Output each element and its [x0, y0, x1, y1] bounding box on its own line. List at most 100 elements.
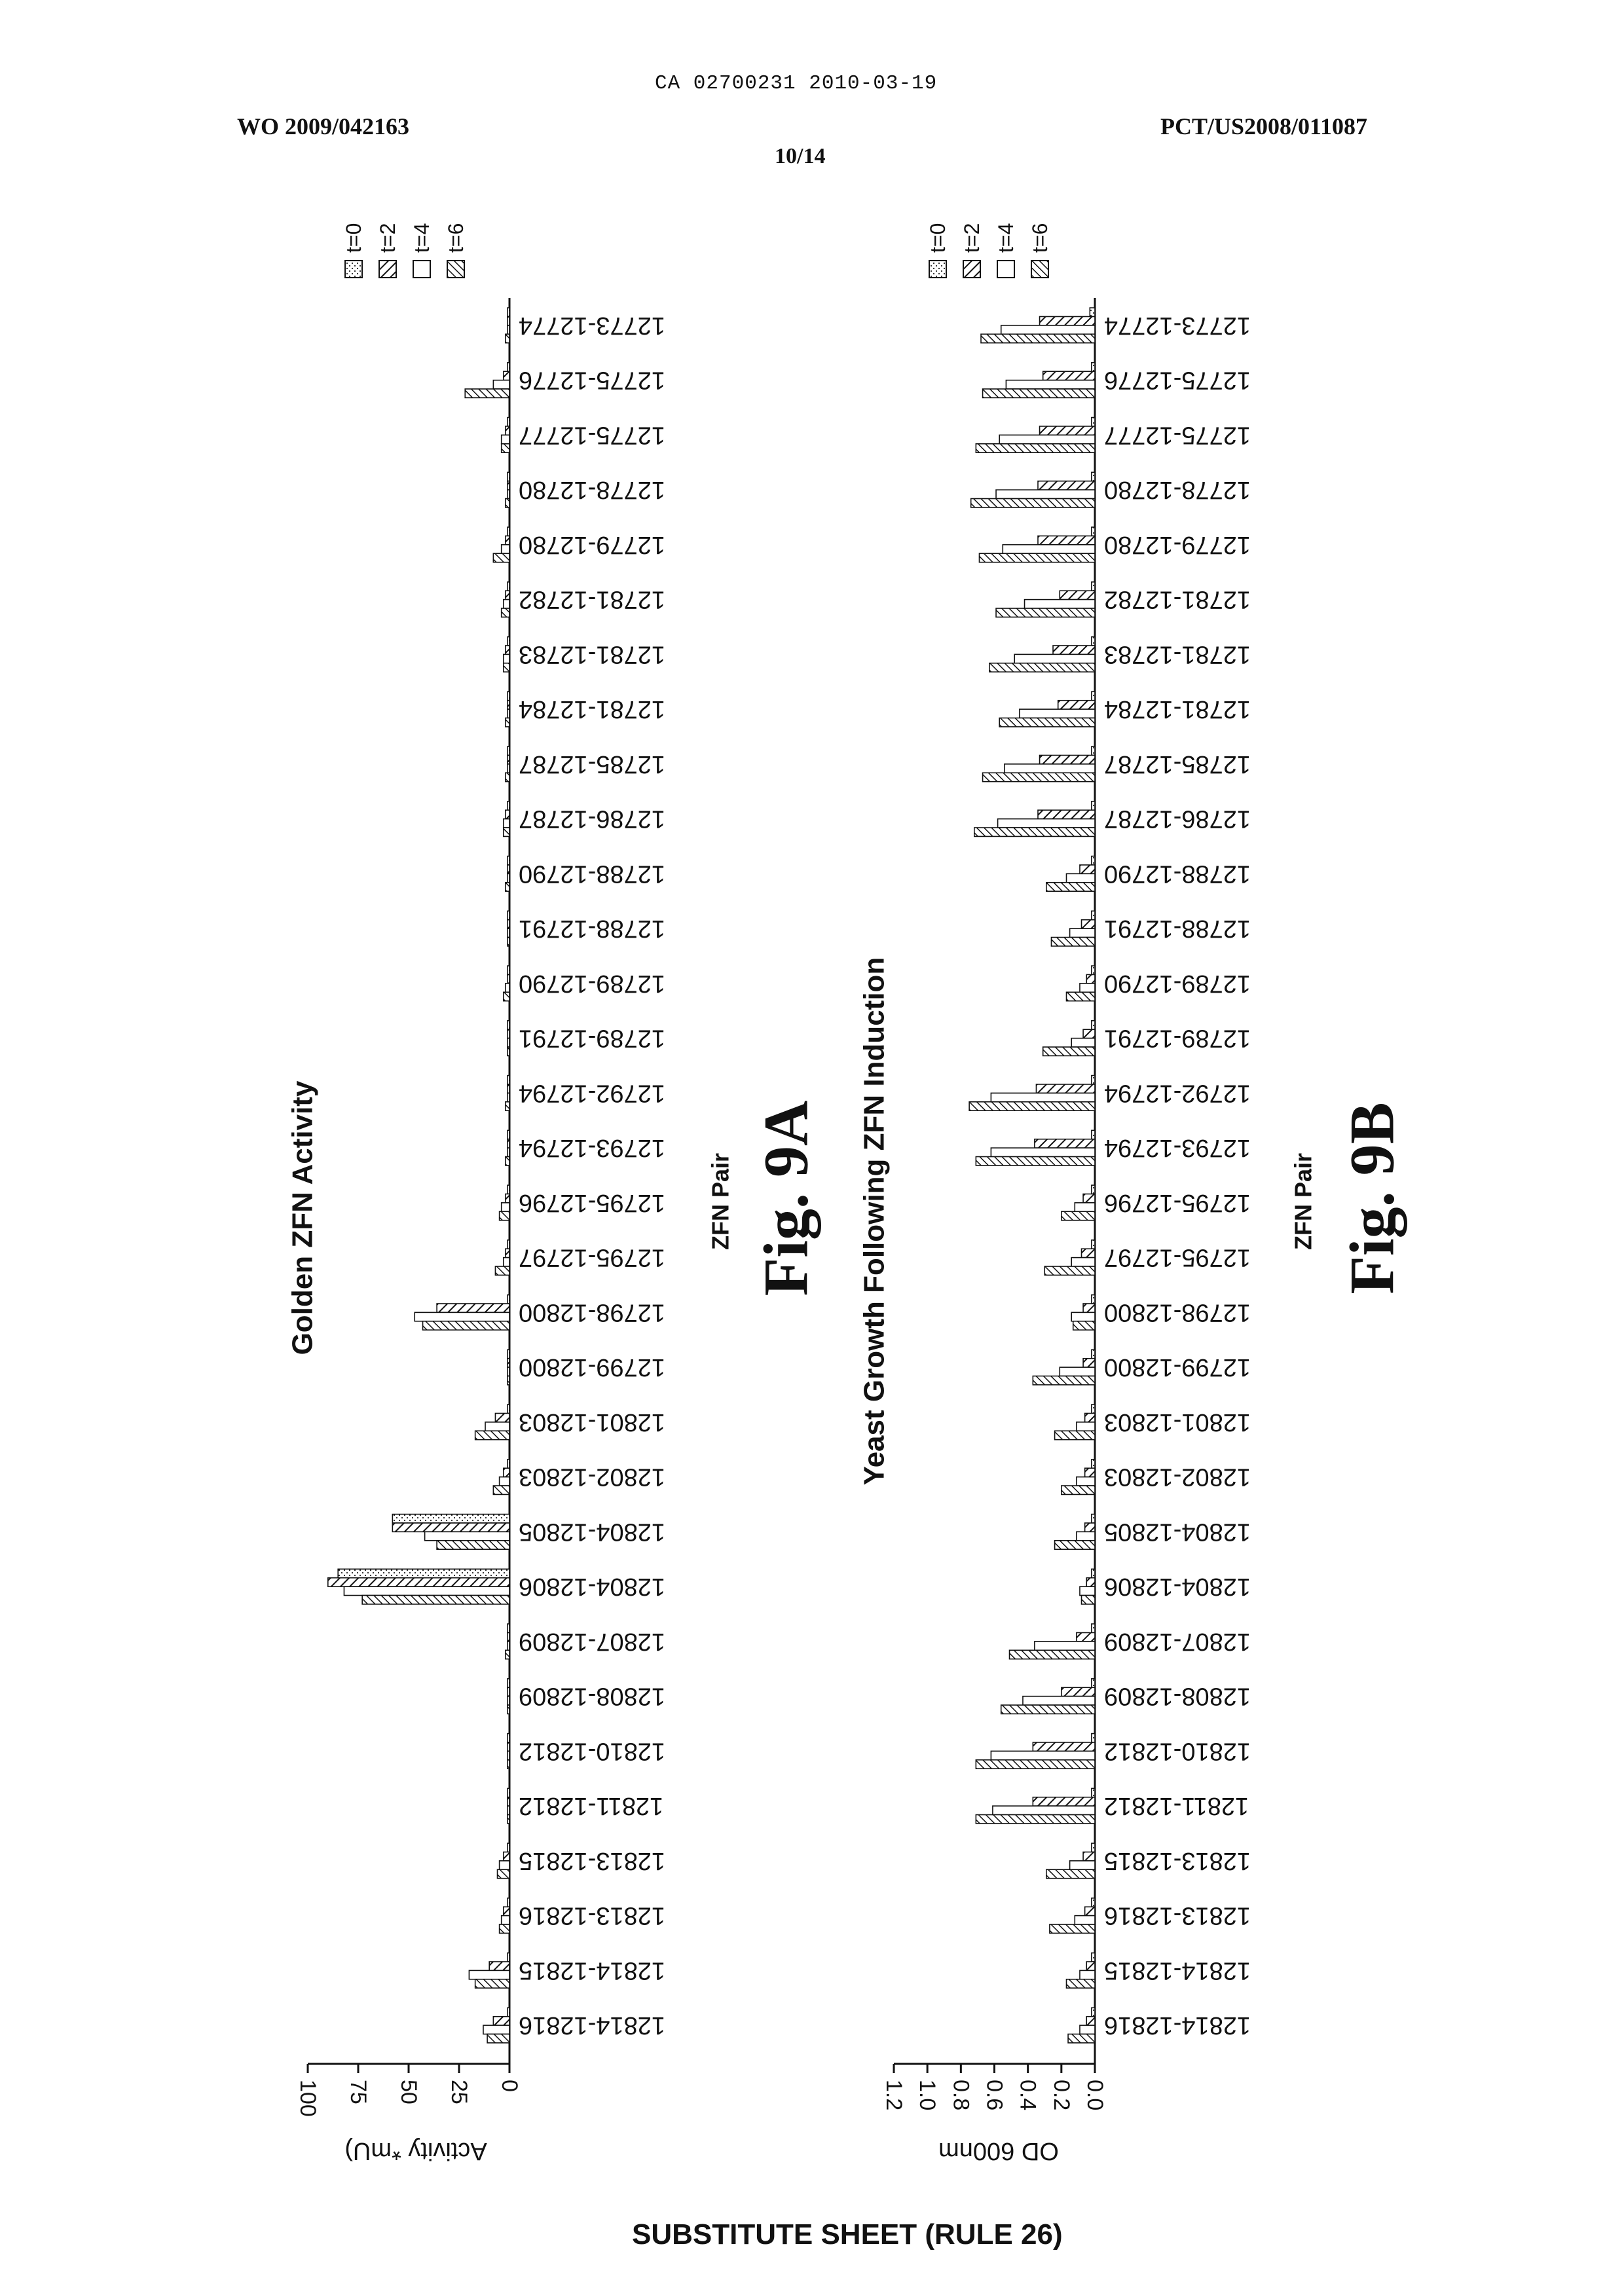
- figure-label: Fig. 9B: [1337, 1102, 1407, 1294]
- bar: [1058, 701, 1095, 709]
- category-label: 12799-12800: [1104, 1353, 1251, 1381]
- bar: [1033, 1376, 1095, 1385]
- bar: [1092, 856, 1095, 865]
- bar: [991, 1093, 1095, 1101]
- bar: [1010, 1650, 1095, 1659]
- bar: [1077, 1477, 1095, 1486]
- category-label: 12798-12800: [1104, 1298, 1251, 1326]
- category-label: 12779-12780: [1104, 531, 1251, 559]
- bar: [1070, 928, 1095, 937]
- bar: [1092, 363, 1095, 371]
- bar: [989, 663, 1095, 672]
- bar: [1033, 1742, 1095, 1751]
- bar: [996, 490, 1095, 498]
- footer-text: SUBSTITUTE SHEET (RULE 26): [632, 2218, 1063, 2251]
- bar: [1038, 481, 1095, 490]
- bar: [1085, 1468, 1095, 1477]
- bar: [1020, 709, 1095, 718]
- bar: [1092, 1898, 1095, 1907]
- y-tick-label: 1.0: [915, 2080, 940, 2110]
- category-label: 12804-12805: [1104, 1518, 1251, 1545]
- bar: [1067, 1979, 1095, 1988]
- bar: [1092, 1130, 1095, 1139]
- y-tick-label: 0.6: [982, 2080, 1007, 2110]
- bar: [981, 334, 1095, 342]
- category-label: 12807-12809: [1104, 1628, 1251, 1655]
- bar: [1061, 1687, 1095, 1696]
- bar: [1035, 1642, 1095, 1650]
- bar: [1060, 591, 1095, 599]
- bar: [971, 499, 1095, 507]
- x-axis-title: ZFN Pair: [1290, 1153, 1317, 1250]
- category-label: 12789-12791: [1104, 1025, 1251, 1052]
- bar: [1083, 1194, 1095, 1202]
- bar: [1092, 527, 1095, 536]
- bar: [1067, 992, 1095, 1001]
- bar: [1092, 1076, 1095, 1084]
- bar: [1001, 325, 1095, 334]
- bar: [1086, 974, 1095, 983]
- category-label: 12795-12797: [1104, 1244, 1251, 1272]
- category-label: 12781-12782: [1104, 586, 1251, 614]
- bar: [993, 1806, 1095, 1814]
- bar: [1090, 308, 1095, 316]
- y-tick-label: 1.2: [881, 2080, 906, 2110]
- bar: [1080, 1970, 1095, 1979]
- category-label: 12773-12774: [1104, 312, 1251, 339]
- bar: [1080, 983, 1095, 992]
- y-tick-label: 0.0: [1082, 2080, 1107, 2110]
- legend-label: t=4: [994, 223, 1018, 253]
- bar: [1082, 1596, 1095, 1604]
- category-label: 12788-12790: [1104, 860, 1251, 887]
- bar: [1055, 1541, 1095, 1549]
- bar: [1092, 746, 1095, 755]
- bar: [1092, 1349, 1095, 1358]
- bar: [1040, 316, 1095, 325]
- bar: [1068, 2034, 1095, 2043]
- bar: [976, 444, 1095, 452]
- category-label: 12804-12806: [1104, 1573, 1251, 1600]
- bar: [1092, 691, 1095, 700]
- category-label: 12813-12816: [1104, 1902, 1251, 1930]
- bar: [1036, 1084, 1095, 1093]
- category-label: 12792-12794: [1104, 1079, 1251, 1107]
- bar: [1085, 1413, 1095, 1422]
- bar: [1044, 1266, 1095, 1275]
- bar: [1085, 1523, 1095, 1532]
- category-label: 12793-12794: [1104, 1134, 1251, 1162]
- bar: [1092, 582, 1095, 591]
- bar: [1023, 1697, 1095, 1705]
- category-label: 12775-12776: [1104, 367, 1251, 394]
- bar: [1055, 1431, 1095, 1439]
- bar: [1046, 1869, 1095, 1878]
- legend-swatch: [1031, 261, 1048, 278]
- category-label: 12808-12809: [1104, 1683, 1251, 1710]
- bar: [1075, 1203, 1095, 1211]
- bar: [976, 1760, 1095, 1769]
- bar: [976, 1157, 1095, 1166]
- bar: [1092, 1021, 1095, 1029]
- legend-label: t=0: [926, 223, 950, 253]
- chart-title: Yeast Growth Following ZFN Induction: [858, 957, 891, 1486]
- bar: [1092, 1624, 1095, 1632]
- bar: [1092, 801, 1095, 810]
- bar: [1070, 1861, 1095, 1869]
- bar: [1092, 1240, 1095, 1249]
- bar: [1083, 1304, 1095, 1312]
- bar: [1067, 873, 1095, 882]
- bar: [1092, 1460, 1095, 1468]
- bar: [1033, 1797, 1095, 1806]
- bar: [1083, 1852, 1095, 1860]
- bar: [1092, 1734, 1095, 1742]
- bar: [1053, 646, 1095, 654]
- legend-swatch: [997, 261, 1014, 278]
- bar: [1001, 1705, 1095, 1714]
- bar: [1071, 1038, 1095, 1047]
- bar: [1092, 637, 1095, 646]
- bar: [996, 608, 1095, 617]
- bar: [1092, 1295, 1095, 1304]
- category-label: 12781-12783: [1104, 640, 1251, 668]
- category-label: 12788-12791: [1104, 915, 1251, 942]
- bar: [1046, 883, 1095, 891]
- category-label: 12789-12790: [1104, 970, 1251, 997]
